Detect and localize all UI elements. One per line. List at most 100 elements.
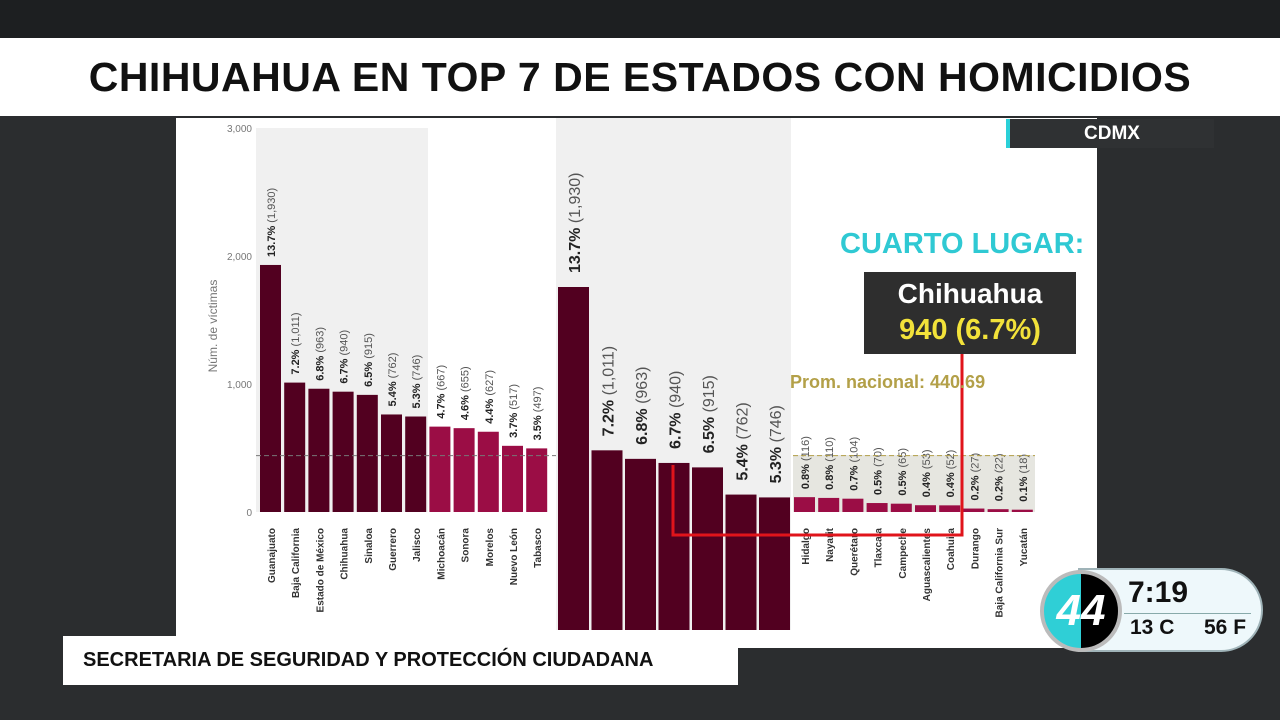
x-tick-label: Chihuahua — [340, 528, 351, 580]
zoom-data-label: 13.7% (1,930) — [567, 172, 584, 273]
bar-Chihuahua — [332, 391, 354, 512]
data-label: 13.7% (1,930) — [266, 188, 278, 257]
tail-tick-label: Durango — [970, 528, 981, 569]
data-label: 4.7% (667) — [435, 365, 447, 419]
zoom-data-label: 7.2% (1,011) — [601, 346, 618, 436]
data-label: 5.4% (762) — [387, 353, 399, 407]
tail-data-label: 0.7% (104) — [848, 437, 860, 491]
highlight-state: Chihuahua — [897, 278, 1043, 309]
tail-data-label: 0.8% (110) — [824, 437, 836, 490]
data-label: 6.7% (940) — [339, 330, 351, 384]
data-label: 5.3% (746) — [411, 355, 423, 409]
tail-bar-Tlaxcala — [866, 503, 888, 512]
tail-bar-Campeche — [890, 503, 912, 512]
temp-fahrenheit: 56 F — [1204, 616, 1247, 639]
average-label: Prom. nacional: 440.69 — [790, 372, 986, 392]
x-tick-label: Estado de México — [315, 528, 326, 612]
x-tick-label: Sonora — [461, 528, 472, 563]
tail-data-label: 0.4% (52) — [945, 450, 957, 498]
zoom-bar-Guerrero — [725, 494, 757, 630]
bar-Guanajuato — [260, 264, 281, 512]
bar-Sonora — [453, 428, 475, 512]
zoom-bar-Estado de México — [625, 458, 656, 630]
zoom-bar-Sinaloa — [692, 467, 723, 630]
highlight-value: 940 (6.7%) — [899, 314, 1041, 346]
x-tick-label: Jalisco — [412, 528, 423, 562]
tail-data-label: 0.8% (116) — [800, 436, 812, 489]
data-label: 3.5% (497) — [532, 387, 544, 441]
zoom-data-label: 6.7% (940) — [668, 371, 685, 449]
y-tick-label: 1,000 — [227, 380, 252, 391]
tail-bar-Durango — [963, 508, 985, 512]
tail-tick-label: Campeche — [898, 528, 909, 579]
data-label: 4.6% (655) — [460, 366, 472, 420]
tail-tick-label: Baja California Sur — [995, 528, 1006, 618]
tail-bar-Baja California Sur — [987, 509, 1009, 512]
bar-Tabasco — [526, 448, 548, 512]
location-tag: CDMX — [1006, 119, 1214, 148]
zoom-data-label: 6.5% (915) — [701, 375, 718, 453]
tail-data-label: 0.4% (53) — [921, 450, 933, 498]
bar-Michoacán — [429, 426, 451, 512]
source-caption: SECRETARIA DE SEGURIDAD Y PROTECCIÓN CIU… — [63, 636, 738, 685]
highlight-box: Chihuahua 940 (6.7%) — [864, 272, 1076, 354]
channel-logo: 44 — [1040, 570, 1122, 652]
tail-data-label: 0.5% (65) — [897, 448, 909, 496]
data-label: 3.7% (517) — [508, 384, 520, 438]
zoom-bar-Jalisco — [759, 497, 790, 630]
x-tick-label: Guanajuato — [267, 528, 278, 583]
tail-tick-label: Tlaxcala — [874, 528, 885, 568]
y-tick-label: 0 — [246, 508, 252, 519]
tail-data-label: 0.2% (27) — [969, 453, 981, 501]
clock-time: 7:19 — [1128, 576, 1189, 609]
bar-Nuevo León — [502, 445, 523, 512]
zoom-data-label: 5.4% (762) — [735, 402, 752, 480]
highlight-heading: CUARTO LUGAR: — [840, 228, 1085, 260]
tail-bar-Hidalgo — [794, 497, 815, 512]
top-background — [0, 0, 1280, 38]
data-label: 7.2% (1,011) — [290, 312, 302, 374]
tail-tick-label: Coahuila — [946, 528, 957, 571]
data-label: 6.5% (915) — [363, 333, 375, 387]
y-tick-label: 2,000 — [227, 252, 252, 263]
bar-Guerrero — [381, 414, 402, 512]
zoom-bar-Guanajuato — [558, 287, 589, 630]
tail-bar-Coahuila — [939, 505, 961, 512]
data-label: 6.8% (963) — [314, 327, 326, 381]
tail-bar-Aguascalientes — [915, 505, 936, 512]
clock-divider — [1124, 613, 1251, 614]
x-tick-label: Michoacán — [436, 528, 447, 580]
tail-data-label: 0.1% (18) — [1018, 454, 1030, 502]
bar-Estado de México — [308, 388, 330, 512]
tail-tick-label: Aguascalientes — [922, 528, 933, 602]
y-tick-label: 3,000 — [227, 124, 252, 135]
data-label: 4.4% (627) — [484, 370, 496, 424]
y-axis-label: Núm. de víctimas — [206, 280, 220, 373]
x-tick-label: Baja California — [291, 528, 302, 598]
bar-Jalisco — [405, 416, 427, 512]
zoom-bar-Baja California — [591, 450, 623, 630]
bar-Sinaloa — [356, 394, 378, 512]
x-tick-label: Tabasco — [533, 528, 544, 568]
tail-tick-label: Yucatán — [1019, 528, 1030, 566]
bar-Morelos — [477, 431, 499, 512]
headline: CHIHUAHUA EN TOP 7 DE ESTADOS CON HOMICI… — [0, 38, 1280, 116]
bar-Baja California — [284, 382, 306, 512]
tail-data-label: 0.2% (22) — [994, 453, 1006, 501]
tail-tick-label: Nayarit — [825, 527, 836, 562]
tail-bar-Nayarit — [818, 497, 840, 512]
x-tick-label: Guerrero — [388, 528, 399, 571]
x-tick-label: Morelos — [485, 528, 496, 567]
tail-data-label: 0.5% (70) — [873, 447, 885, 495]
tail-bar-Querétaro — [842, 498, 864, 512]
x-tick-label: Nuevo León — [509, 528, 520, 585]
x-tick-label: Sinaloa — [364, 528, 375, 564]
highlight-connector — [671, 354, 964, 537]
tail-tick-label: Querétaro — [849, 528, 860, 576]
tail-bar-Yucatán — [1011, 509, 1033, 512]
tail-tick-label: Hidalgo — [801, 528, 812, 565]
zoom-data-label: 5.3% (746) — [768, 405, 785, 483]
temp-celsius: 13 C — [1130, 616, 1175, 639]
zoom-data-label: 6.8% (963) — [634, 367, 651, 445]
